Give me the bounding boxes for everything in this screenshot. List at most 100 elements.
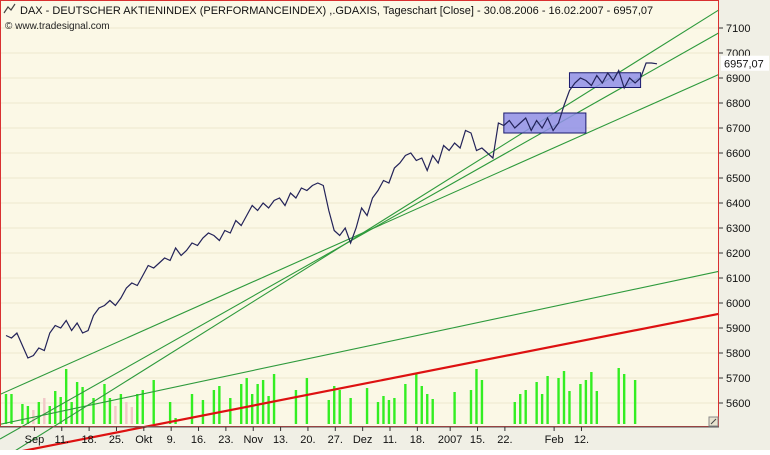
volume-bar: [125, 402, 128, 424]
volume-bar: [590, 372, 593, 424]
price-line: [5, 62, 658, 359]
x-tick-label: 15.: [470, 434, 485, 446]
chart-title: DAX - DEUTSCHER AKTIENINDEX (PERFORMANCE…: [20, 5, 653, 17]
volume-bar: [212, 390, 216, 424]
y-tick-label: 5600: [726, 398, 750, 410]
volume-bar: [404, 384, 407, 424]
volume-bar: [21, 404, 24, 424]
volume-bar: [513, 402, 516, 424]
volume-bar: [327, 400, 330, 424]
volume-bar: [393, 398, 396, 424]
x-tick-label: Nov: [243, 434, 263, 446]
volume-bar: [250, 394, 254, 424]
y-tick-label: 6400: [726, 198, 750, 210]
volume-bar: [480, 380, 484, 424]
x-tick-label: 23.: [218, 434, 233, 446]
volume-bar: [535, 382, 538, 424]
volume-bar: [557, 378, 560, 424]
volume-bar: [579, 384, 582, 424]
y-tick-label: 6500: [726, 173, 750, 185]
volume-bar: [201, 400, 205, 424]
y-tick-label: 5900: [726, 323, 750, 335]
line-chart-icon: [3, 3, 16, 14]
volume-bar: [48, 406, 51, 424]
y-tick-label: 6800: [726, 98, 750, 110]
volume-bar: [26, 406, 30, 424]
volume-bar: [431, 399, 434, 424]
y-tick-label: 6100: [726, 273, 750, 285]
volume-bar: [524, 390, 527, 424]
volume-bar: [10, 394, 13, 424]
volume-bar: [562, 371, 566, 424]
x-tick-label: 13.: [273, 434, 288, 446]
x-tick-label: Sep: [25, 434, 45, 446]
volume-bar: [333, 386, 336, 424]
volume-bar: [267, 396, 270, 424]
y-tick-label: 6200: [726, 248, 750, 260]
volume-bar: [136, 394, 139, 424]
volume-bar: [376, 402, 380, 424]
volume-bar: [261, 380, 265, 424]
volume-bar: [382, 396, 385, 424]
volume-bar: [568, 391, 571, 424]
resize-grip-icon[interactable]: [708, 416, 719, 427]
volume-bar: [43, 398, 46, 424]
chart-header: DAX - DEUTSCHER AKTIENINDEX (PERFORMANCE…: [3, 3, 653, 32]
y-tick-label: 5700: [726, 373, 750, 385]
volume-bar: [81, 387, 84, 424]
volume-bar: [305, 378, 309, 424]
volume-bar: [546, 376, 549, 424]
last-value-label: 6957,07: [724, 59, 764, 71]
x-tick-label: 27.: [328, 434, 343, 446]
consolidation-box-2: [568, 72, 642, 88]
volume-bar: [338, 390, 341, 424]
volume-bar: [272, 374, 276, 424]
x-tick-label: 11.: [383, 434, 397, 446]
volume-bar: [540, 394, 544, 424]
volume-bar: [469, 390, 473, 424]
y-tick-label: 6000: [726, 298, 750, 310]
upper-trend-line: [0, 32, 720, 440]
x-tick-label: Dez: [353, 434, 373, 446]
volume-bar: [37, 402, 41, 424]
y-tick-label: 6300: [726, 223, 750, 235]
x-tick-label: 2007: [438, 434, 462, 446]
y-axis: 5600 5700 5800 5900 6000 6100 6200 6300 6400 6500…: [719, 23, 750, 410]
volume-bar: [190, 394, 194, 424]
volume-bar: [453, 392, 456, 424]
volume-bar: [92, 398, 95, 424]
volume-bar: [141, 390, 144, 424]
y-tick-label: 6700: [726, 123, 750, 135]
x-tick-label: 11.: [55, 434, 69, 446]
volume-bar: [475, 369, 478, 424]
volume-bar: [59, 397, 62, 424]
volume-bar: [245, 378, 248, 424]
volume-bar: [519, 394, 522, 424]
volume-bar: [387, 400, 391, 424]
x-tick-label: 18.: [410, 434, 425, 446]
volume-bar: [75, 382, 79, 424]
last-value-marker: 6957,07: [721, 55, 769, 71]
volume-bar: [103, 384, 106, 424]
volume-bar: [415, 374, 418, 424]
x-tick-label: Feb: [545, 434, 564, 446]
resize-grip-stroke: [710, 418, 717, 425]
volume-bar: [108, 398, 112, 424]
volume-bar: [595, 391, 599, 424]
volume-bar: [365, 388, 369, 424]
volume-bar: [218, 386, 221, 424]
lower-trend-line: [0, 270, 720, 425]
volume-bar: [294, 390, 298, 424]
x-tick-label: Okt: [135, 434, 152, 446]
volume-bar: [168, 402, 172, 424]
volume-bar: [64, 369, 68, 424]
grid: [0, 27, 719, 404]
support-line: [0, 312, 720, 455]
x-axis: Sep 11. 18. 25. Okt 9. 16. 23. Nov 13. 20. 27. Dez 11…: [0, 426, 719, 446]
price-series: [5, 62, 658, 359]
volume-bar: [119, 394, 123, 424]
x-tick-label: 16.: [191, 434, 206, 446]
chart-source: © www.tradesignal.com: [5, 21, 110, 32]
volume-bar: [240, 384, 243, 424]
